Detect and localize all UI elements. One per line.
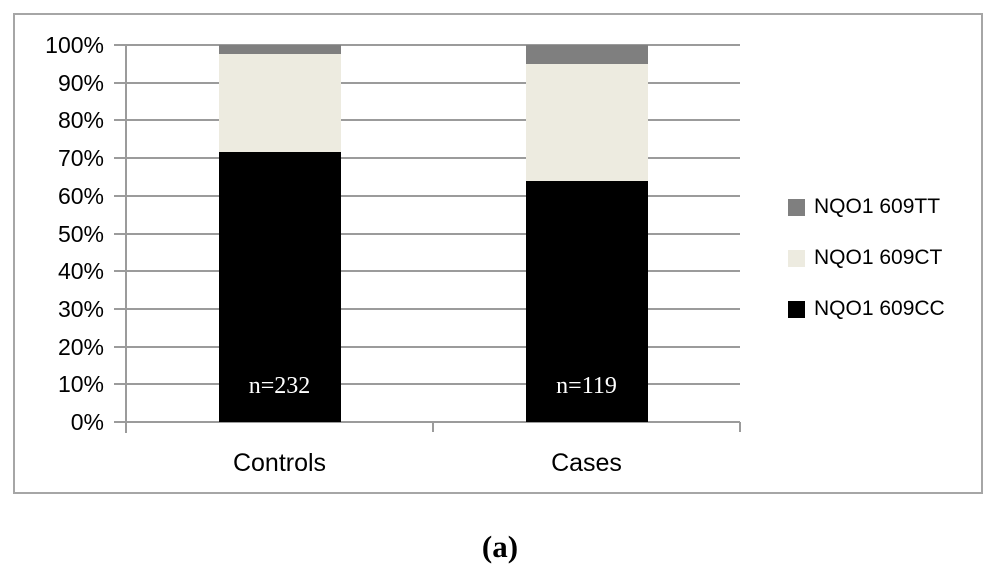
legend-label: NQO1 609CT xyxy=(814,246,943,269)
y-axis-tick xyxy=(114,232,126,235)
gridline xyxy=(126,194,740,197)
y-axis-tick xyxy=(114,119,126,122)
y-axis-tick-label: 90% xyxy=(57,69,104,96)
y-axis-tick xyxy=(114,81,126,84)
x-axis-tick xyxy=(739,422,741,432)
y-axis-line xyxy=(125,44,127,433)
gridline xyxy=(126,383,740,386)
x-axis-category-label: Cases xyxy=(551,449,622,477)
legend-item: NQO1 609CC xyxy=(788,297,945,321)
gridline xyxy=(126,307,740,310)
bar-count-label: n=232 xyxy=(248,373,311,399)
gridline xyxy=(126,232,740,235)
y-axis-tick xyxy=(114,157,126,160)
gridline xyxy=(126,44,740,46)
y-axis-tick-label: 30% xyxy=(57,295,104,322)
y-axis-tick-label: 10% xyxy=(57,371,104,398)
legend-swatch xyxy=(788,249,805,267)
bar-segment-nqo1-609tt xyxy=(218,45,341,55)
bar-segment-nqo1-609tt xyxy=(525,45,648,64)
gridline xyxy=(126,345,740,348)
bar-segment-nqo1-609ct xyxy=(218,54,341,153)
x-axis-tick xyxy=(432,422,434,432)
legend-swatch xyxy=(788,198,805,216)
bar-segment-nqo1-609cc xyxy=(525,181,648,422)
y-axis-tick xyxy=(114,307,126,310)
x-axis-tick xyxy=(125,422,127,432)
legend-swatch xyxy=(788,300,805,318)
y-axis-tick-label: 40% xyxy=(57,258,104,285)
y-axis-tick-label: 50% xyxy=(57,220,104,247)
y-axis-tick xyxy=(114,345,126,348)
legend-label: NQO1 609TT xyxy=(814,195,941,218)
chart-frame xyxy=(13,13,983,494)
gridline xyxy=(126,81,740,84)
bar-count-label: n=119 xyxy=(556,373,617,399)
figure-caption-text: (a) xyxy=(481,529,519,564)
y-axis-tick xyxy=(114,421,126,423)
figure-caption: (a) xyxy=(0,529,1000,565)
y-axis-tick xyxy=(114,270,126,273)
legend-item: NQO1 609CT xyxy=(788,246,942,270)
y-axis-tick xyxy=(114,383,126,386)
gridline xyxy=(126,157,740,160)
gridline xyxy=(126,270,740,273)
y-axis-tick xyxy=(114,44,126,46)
y-axis-tick-label: 0% xyxy=(70,409,104,435)
y-axis-tick-label: 70% xyxy=(57,145,104,172)
legend-item: NQO1 609TT xyxy=(788,195,940,219)
bar-segment-nqo1-609ct xyxy=(525,63,648,182)
y-axis-tick xyxy=(114,194,126,197)
bar-segment-nqo1-609cc xyxy=(218,152,341,422)
legend-label: NQO1 609CC xyxy=(814,297,945,320)
y-axis-tick-label: 60% xyxy=(57,182,104,209)
gridline xyxy=(126,119,740,122)
y-axis-tick-label: 100% xyxy=(45,32,104,58)
y-axis-tick-label: 20% xyxy=(57,333,104,360)
x-axis-category-label: Controls xyxy=(232,449,327,477)
y-axis-tick-label: 80% xyxy=(57,107,104,134)
